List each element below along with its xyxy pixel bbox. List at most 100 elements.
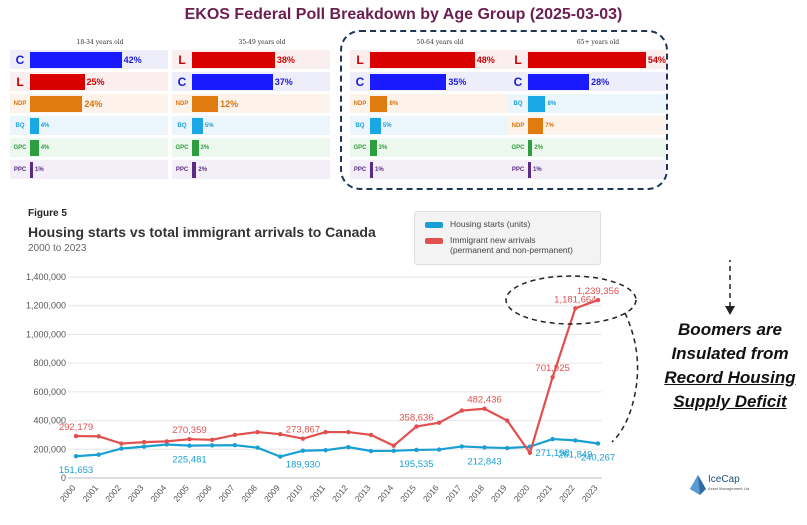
poll-bar-label: 1% <box>533 166 542 173</box>
poll-bar-label: 35% <box>448 76 467 87</box>
legend-swatch-immigrant <box>425 238 443 244</box>
x-tick-label: 2004 <box>148 483 168 504</box>
poll-bar-label: 2% <box>198 166 208 173</box>
bq-logo-icon: BQ <box>15 122 25 129</box>
figure-label: Figure 5 <box>28 208 67 219</box>
y-tick-label: 1,000,000 <box>26 329 66 339</box>
poll-row-bg <box>172 160 330 179</box>
x-tick-label: 2009 <box>262 483 282 504</box>
poll-bar-label: 24% <box>84 98 103 109</box>
poll-bar-label: 5% <box>204 122 214 129</box>
x-tick-label: 2007 <box>217 483 237 504</box>
data-point <box>482 406 487 411</box>
annotation-text: Boomers are Insulated from Record Housin… <box>650 318 807 414</box>
data-label: 151,653 <box>59 465 93 476</box>
data-point <box>209 443 215 448</box>
data-point <box>391 443 396 448</box>
legend-label-housing: Housing starts (units) <box>450 219 531 229</box>
x-tick-label: 2008 <box>239 483 259 504</box>
x-tick-label: 2005 <box>171 483 191 504</box>
data-point <box>141 444 147 449</box>
data-point <box>96 452 101 457</box>
x-tick-label: 2019 <box>489 483 509 504</box>
ppc-logo-icon: PPC <box>13 166 27 173</box>
data-label: 271,198 <box>535 448 569 459</box>
poll-bar-label: 3% <box>378 144 388 151</box>
x-tick-label: 2003 <box>126 483 146 504</box>
data-point <box>164 442 169 447</box>
poll-panel-title: 65+ years old <box>576 39 620 46</box>
x-tick-label: 2006 <box>194 483 214 504</box>
data-point <box>300 436 306 441</box>
highlight-box <box>340 30 668 190</box>
poll-bar-lpc <box>528 51 646 68</box>
ndp-logo-icon: NDP <box>175 100 189 107</box>
data-point <box>278 432 283 437</box>
poll-bar-label: 54% <box>647 54 666 65</box>
poll-bar-label: 48% <box>476 54 495 65</box>
data-point <box>527 450 533 456</box>
data-point <box>232 432 238 438</box>
x-tick-label: 2010 <box>285 483 305 504</box>
cpc-logo-icon: C <box>15 52 25 67</box>
data-point <box>459 444 465 449</box>
y-tick-label: 1,400,000 <box>26 272 66 282</box>
poll-bar-ppc <box>528 161 531 178</box>
poll-bar-ndp <box>30 95 83 112</box>
poll-bar-ppc <box>192 161 197 178</box>
data-point <box>573 438 578 443</box>
data-label: 261,849 <box>558 449 592 460</box>
arrow-line <box>729 260 731 308</box>
data-point <box>595 441 601 446</box>
x-tick-label: 2013 <box>353 483 373 504</box>
series-line-immigrant <box>75 299 599 456</box>
annotation-line-1: Boomers are <box>678 320 782 339</box>
data-point <box>573 306 578 311</box>
poll-bar-ppc <box>370 161 373 178</box>
data-point <box>595 297 601 303</box>
bq-logo-icon: BQ <box>355 122 365 129</box>
poll-bar-bq <box>30 117 39 134</box>
x-tick-label: 2022 <box>557 483 577 504</box>
x-tick-label: 2017 <box>444 483 464 504</box>
icecap-logo: IceCap Asset Management Ltd. <box>690 473 780 497</box>
poll-bar-label: 1% <box>35 166 44 173</box>
data-label: 225,481 <box>172 455 206 466</box>
gpc-logo-icon: GPC <box>13 144 27 151</box>
x-tick-label: 2021 <box>534 483 554 504</box>
poll-bar-label: 8% <box>547 100 557 107</box>
poll-row-bg <box>508 116 666 135</box>
data-point <box>278 454 283 459</box>
poll-panel-title: 35-49 years old <box>238 39 286 46</box>
x-tick-label: 2018 <box>466 483 486 504</box>
y-tick-label: 200,000 <box>33 444 66 454</box>
lpc-logo-icon: L <box>16 74 24 89</box>
data-label: 1,181,664 <box>554 294 596 305</box>
line-chart: 0 200,000 400,000 600,000 800,000 1,000,000 1,… <box>26 260 735 504</box>
data-point <box>414 447 419 453</box>
ppc-logo-icon: PPC <box>511 166 525 173</box>
poll-bar-label: 38% <box>276 54 295 65</box>
poll-panel-title: 50-64 years old <box>416 39 464 46</box>
lpc-logo-icon: L <box>514 52 522 67</box>
poll-row-bg <box>508 160 666 179</box>
poll-bar-label: 3% <box>200 144 210 151</box>
ndp-logo-icon: NDP <box>13 100 27 107</box>
annotation-line-3: Record Housing <box>664 368 796 387</box>
ndp-logo-icon: NDP <box>353 100 367 107</box>
poll-bar-lpc <box>370 51 475 68</box>
x-tick-label: 2014 <box>375 483 395 504</box>
x-tick-label: 2000 <box>58 483 78 504</box>
poll-row-bg <box>350 160 508 179</box>
data-point <box>323 447 328 453</box>
data-point <box>346 429 351 435</box>
poll-bar-bq <box>192 117 203 134</box>
y-tick-label: 600,000 <box>33 387 66 397</box>
page-title: EKOS Federal Poll Breakdown by Age Group… <box>184 6 623 23</box>
poll-row-bg <box>350 116 508 135</box>
logo-subtitle: Asset Management Ltd. <box>708 486 751 491</box>
logo-name: IceCap <box>708 474 740 485</box>
poll-bar-gpc <box>30 139 39 156</box>
data-point <box>505 445 510 451</box>
data-point <box>141 439 147 445</box>
